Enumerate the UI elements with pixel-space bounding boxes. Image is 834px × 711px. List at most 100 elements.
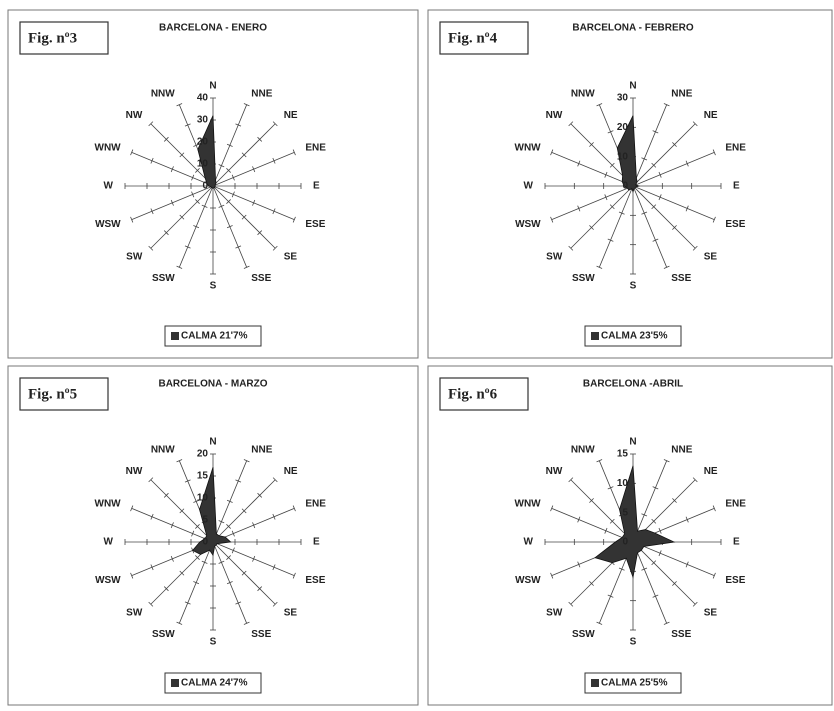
axis-line — [632, 185, 715, 221]
tick-mark — [651, 518, 657, 524]
tick-mark — [184, 245, 191, 249]
direction-label: ESE — [725, 575, 745, 586]
tick-mark — [550, 505, 554, 512]
direction-label: NE — [704, 110, 718, 121]
direction-label: NW — [126, 466, 143, 477]
tick-mark — [241, 570, 247, 576]
tick-mark — [568, 477, 574, 483]
tick-mark — [577, 205, 581, 212]
tick-mark — [672, 581, 677, 586]
direction-label: S — [210, 637, 217, 648]
tick-mark — [609, 204, 615, 210]
direction-label: W — [104, 537, 114, 548]
direction-label: WSW — [95, 219, 121, 230]
tick-mark — [652, 594, 659, 598]
tick-mark — [685, 160, 689, 167]
tick-mark — [607, 130, 614, 134]
r-tick-label: 20 — [197, 137, 209, 148]
direction-label: N — [209, 437, 216, 448]
tick-mark — [193, 143, 200, 147]
direction-label: SSW — [572, 629, 595, 640]
tick-mark — [658, 194, 662, 201]
tick-mark — [195, 555, 200, 560]
tick-mark — [226, 499, 233, 503]
legend-swatch — [171, 332, 179, 340]
tick-mark — [179, 508, 185, 514]
tick-mark — [712, 505, 716, 512]
direction-label: WSW — [515, 219, 541, 230]
tick-mark — [651, 560, 657, 566]
legend-swatch — [591, 332, 599, 340]
tick-mark — [176, 621, 183, 625]
radar-chart: Fig. nº4 BARCELONA - FEBRERO N NNE NE ENE E ESE… — [427, 9, 833, 359]
axis-line — [632, 185, 668, 268]
axis-line — [632, 185, 696, 249]
tick-mark — [685, 561, 689, 568]
r-tick-label: 0 — [202, 537, 208, 548]
r-tick-label: 0 — [202, 181, 208, 192]
axis-line — [551, 507, 634, 543]
tick-mark — [148, 121, 154, 127]
r-tick-label: 5 — [622, 507, 628, 518]
tick-mark — [184, 479, 191, 483]
direction-label: NNE — [671, 88, 692, 99]
tick-mark — [663, 265, 670, 269]
legend-swatch — [171, 679, 179, 687]
tick-mark — [641, 211, 648, 215]
figure-box — [439, 21, 529, 55]
tick-mark — [195, 199, 200, 204]
tick-mark — [604, 194, 608, 201]
r-tick-label: 40 — [197, 93, 209, 104]
tick-mark — [692, 121, 698, 127]
tick-mark — [292, 505, 296, 512]
tick-mark — [652, 238, 659, 242]
radar-chart: Fig. nº5 BARCELONA - MARZO N NNE NE ENE E ESE SE… — [7, 365, 419, 706]
tick-mark — [692, 477, 698, 483]
direction-label: N — [209, 81, 216, 92]
tick-mark — [179, 152, 185, 158]
r-tick-label: 15 — [617, 449, 629, 460]
direction-label: NNE — [251, 88, 272, 99]
tick-mark — [589, 142, 594, 147]
direction-label: ENE — [725, 142, 746, 153]
direction-label: ENE — [305, 142, 326, 153]
tick-mark — [231, 191, 235, 198]
axis-line — [570, 479, 634, 543]
tick-mark — [651, 204, 657, 210]
r-tick-label: 5 — [202, 515, 208, 526]
legend-label: CALMA 23'5% — [601, 331, 668, 342]
direction-label: SSE — [671, 273, 691, 284]
tick-mark — [272, 601, 278, 607]
tick-mark — [568, 121, 574, 127]
tick-mark — [272, 157, 276, 164]
legend-label: CALMA 24'7% — [181, 678, 248, 689]
r-tick-label: 10 — [197, 159, 209, 170]
tick-mark — [241, 214, 247, 220]
tick-mark — [257, 230, 263, 236]
tick-mark — [195, 168, 200, 173]
direction-label: SW — [546, 251, 563, 262]
tick-mark — [226, 524, 231, 529]
tick-mark — [179, 570, 185, 576]
tick-mark — [148, 477, 154, 483]
tick-mark — [672, 498, 677, 503]
tick-mark — [226, 555, 231, 560]
tick-mark — [241, 508, 247, 514]
tick-mark — [201, 560, 208, 564]
direction-label: SW — [126, 607, 143, 618]
chart-title: BARCELONA - MARZO — [158, 379, 267, 390]
legend-box — [584, 672, 682, 694]
tick-mark — [577, 516, 581, 523]
tick-mark — [651, 162, 657, 168]
tick-mark — [257, 136, 263, 142]
direction-label: WNW — [95, 498, 122, 509]
r-tick-label: 20 — [617, 122, 629, 133]
tick-mark — [179, 214, 185, 220]
axis-line — [551, 151, 634, 187]
tick-mark — [577, 561, 581, 568]
tick-mark — [257, 492, 263, 498]
axis-line — [632, 151, 715, 187]
direction-label: SE — [704, 251, 718, 262]
direction-label: SSW — [572, 273, 595, 284]
direction-label: WNW — [515, 142, 542, 153]
